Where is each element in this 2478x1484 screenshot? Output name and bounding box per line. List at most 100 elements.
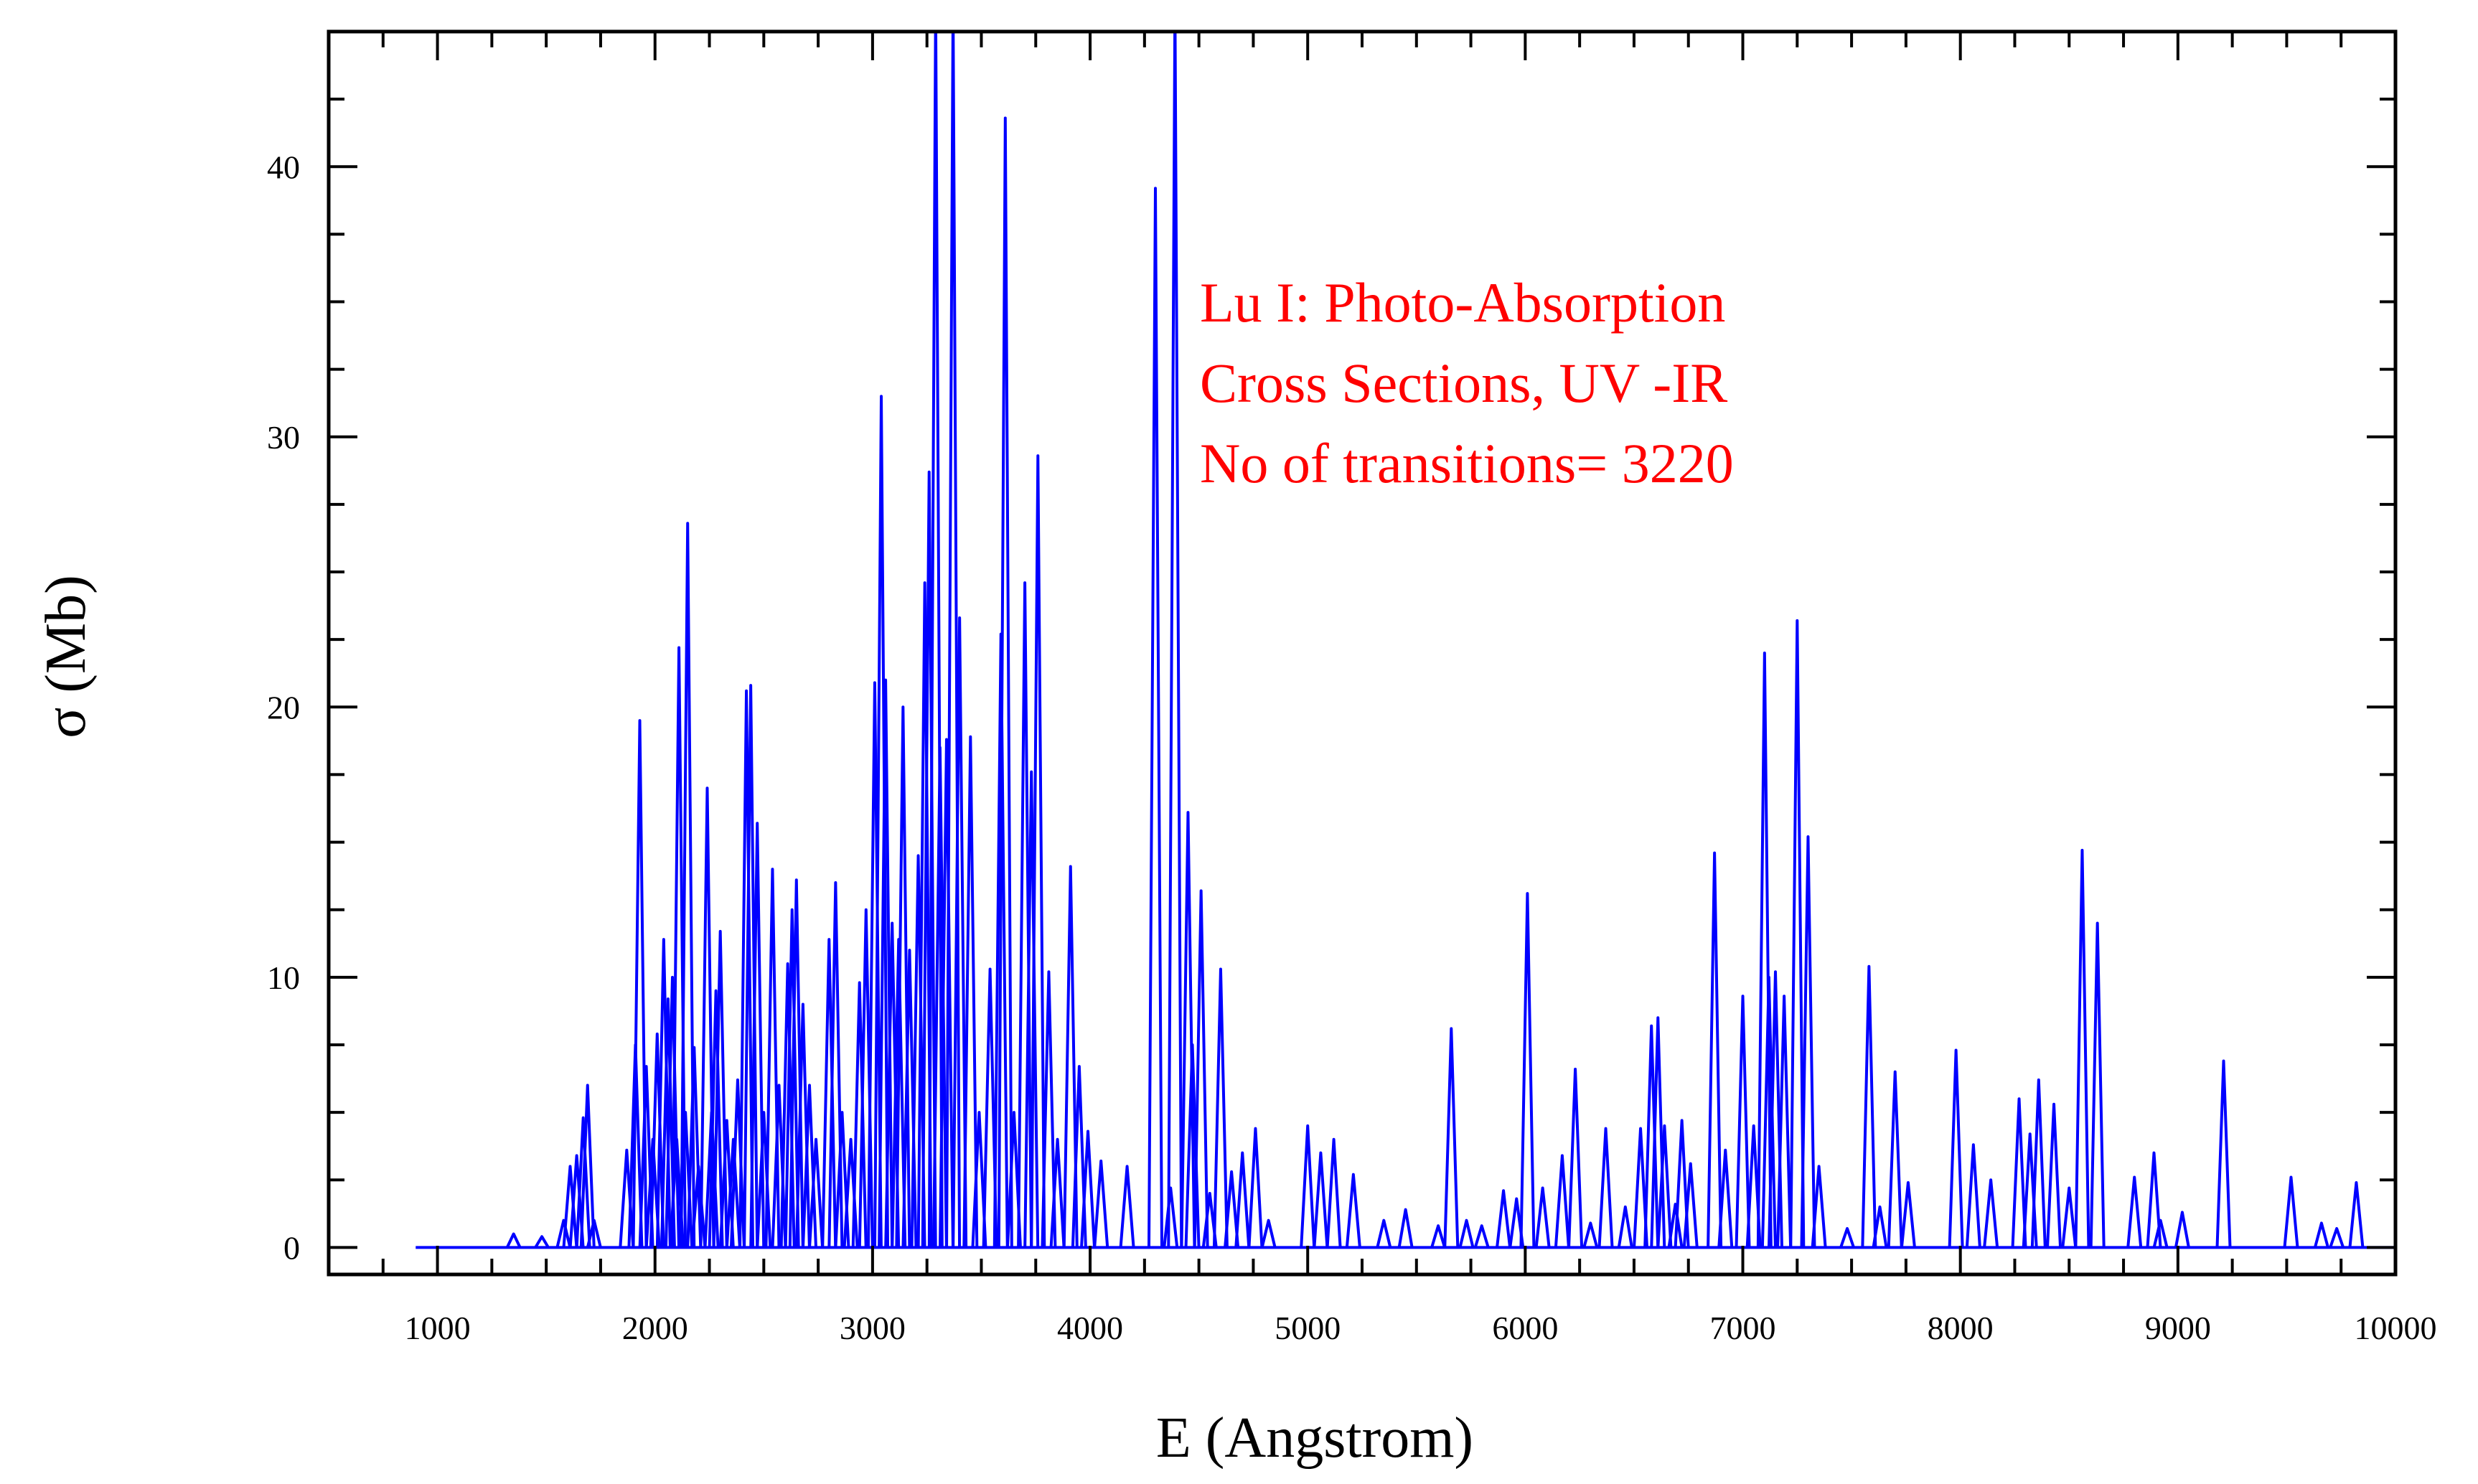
spectrum-peak — [690, 1165, 707, 1248]
spectrum-peak — [2030, 1078, 2047, 1248]
spectrum-peak — [1300, 1124, 1316, 1248]
spectrum-peak — [1049, 1137, 1066, 1248]
x-tick-label: 3000 — [840, 1310, 906, 1346]
y-tick-label: 30 — [267, 419, 300, 456]
spectrum-peak — [891, 938, 907, 1248]
y-tick-label: 0 — [283, 1229, 300, 1266]
x-tick-label: 4000 — [1057, 1310, 1123, 1346]
spectrum-peak — [1617, 1205, 1633, 1248]
spectrum-peak — [1760, 975, 1777, 1248]
spectrum-peak — [1260, 1218, 1277, 1248]
spectrum-peak — [1643, 1024, 1660, 1248]
spectrum-peak — [2046, 1102, 2062, 1248]
spectrum-series — [416, 32, 2395, 1249]
spectrum-peak — [555, 1218, 572, 1248]
spectrum-peak — [1458, 1218, 1475, 1248]
spectrum-peak — [873, 395, 890, 1248]
spectrum-peak — [1080, 1130, 1097, 1248]
spectrum-peak — [2152, 1218, 2169, 1248]
x-tick-label: 9000 — [2145, 1310, 2211, 1346]
spectrum-peak — [1193, 889, 1209, 1248]
spectrum-peak — [1707, 851, 1723, 1248]
spectrum-peak — [575, 1116, 591, 1248]
spectrum-peak — [1167, 32, 1183, 1248]
spectrum-peak — [764, 868, 781, 1248]
spectrum-peak — [632, 719, 648, 1248]
spectrum-peak — [718, 1119, 735, 1248]
spectrum-peak — [1212, 967, 1229, 1248]
spectrum-peak — [851, 981, 868, 1248]
spectrum-peak — [1180, 811, 1196, 1248]
spectrum-peak — [505, 1232, 522, 1249]
spectrum-peak — [1443, 1027, 1460, 1248]
annotation-line-2: Cross Sections, UV -IR — [1200, 352, 1727, 414]
spectrum-peak — [827, 881, 844, 1248]
spectrum-peak — [1093, 1159, 1109, 1248]
spectrum-peak — [1735, 995, 1751, 1248]
plot-frame — [327, 29, 2398, 1277]
spectrum-peak — [1567, 1067, 1584, 1248]
spectrum-peak — [699, 786, 715, 1248]
spectrum-peak — [1667, 1203, 1684, 1248]
spectrum-peak — [2283, 1175, 2299, 1248]
spectrum-peak — [1062, 865, 1079, 1248]
spectrum-peak — [1597, 1127, 1614, 1248]
spectrum-peak — [725, 1137, 741, 1248]
spectrum-peak — [1234, 1151, 1251, 1248]
spectrum-peak — [1682, 1162, 1699, 1248]
spectrum-peak — [1861, 964, 1877, 1248]
spectrum-peak — [1948, 1048, 1964, 1248]
spectrum-peak — [962, 735, 979, 1248]
axis-ticks — [327, 32, 2397, 1274]
spectrum-peak — [680, 522, 696, 1248]
spectrum-peak — [2074, 848, 2090, 1248]
spectrum-peak — [2313, 1221, 2329, 1248]
x-tick-label: 6000 — [1492, 1310, 1558, 1346]
spectrum-peak — [938, 738, 954, 1248]
x-tick-label: 8000 — [1928, 1310, 1994, 1346]
spectrum-peak — [1519, 892, 1536, 1248]
spectrum-peak — [952, 616, 968, 1248]
spectrum-peak — [562, 1165, 578, 1248]
spectrum-peak — [921, 470, 937, 1248]
spectrum-peak — [2011, 1097, 2027, 1248]
spectrum-peak — [1872, 1205, 1888, 1248]
spectrum-peak — [821, 938, 837, 1248]
y-tick-label: 40 — [267, 149, 300, 185]
spectrum-peak — [749, 822, 766, 1248]
spectrum-peak — [1376, 1218, 1392, 1248]
annotation-line-3: No of transitions= 3220 — [1200, 432, 1734, 494]
x-tick-label: 10000 — [2355, 1310, 2437, 1346]
tick-labels: 1000 2000 3000 4000 5000 6000 7000 8000 9000 1000… — [267, 149, 2437, 1346]
x-tick-label: 7000 — [1710, 1310, 1776, 1346]
spectrum-peak — [1023, 770, 1040, 1248]
spectrum-peak — [1325, 1137, 1342, 1248]
spectrum-peak — [1887, 1070, 1903, 1248]
annotation-line-1: Lu I: Photo-Absorption — [1200, 271, 1725, 334]
spectrum-peak — [866, 681, 883, 1248]
x-tick-label: 5000 — [1275, 1310, 1341, 1346]
spectrum-peak — [1900, 1180, 1916, 1248]
spectrum-peak — [1148, 187, 1163, 1248]
spectrum-peak — [1582, 1221, 1599, 1248]
y-tick-label: 10 — [267, 959, 300, 996]
spectrum-peak — [1224, 1170, 1240, 1248]
spectrum-peak — [2061, 1186, 2078, 1248]
spectrum-peak — [1430, 1224, 1447, 1248]
spectrum-peak — [931, 746, 948, 1248]
spectrum-peak — [2089, 921, 2106, 1248]
spectrum-peak — [2126, 1175, 2143, 1248]
spectrum-peak — [1247, 1127, 1264, 1248]
spectrum-peak — [2329, 1226, 2345, 1248]
spectrum-peak — [1839, 1226, 1855, 1248]
spectrum-peak — [1811, 1165, 1827, 1248]
y-tick-label: 20 — [267, 689, 300, 725]
spectrum-peak — [945, 32, 962, 1248]
spectrum-peak — [784, 908, 800, 1248]
spectrum-peak — [1789, 619, 1806, 1248]
spectrum-peak — [1554, 1154, 1570, 1248]
spectrum-peak — [1656, 1124, 1673, 1248]
spectrum-peak — [1983, 1178, 1999, 1248]
spectrum-peak — [738, 689, 755, 1248]
